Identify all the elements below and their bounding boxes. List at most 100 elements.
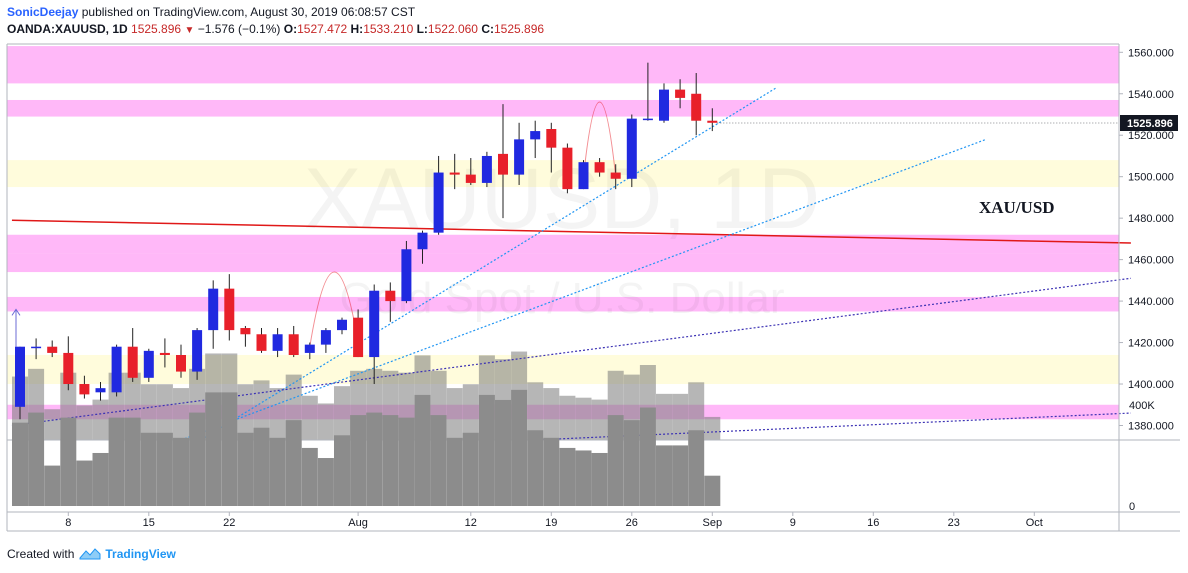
candles-layer [15,62,718,420]
candle-body [514,139,525,175]
price-axis[interactable]: 1380.000 1400.000 1420.000 1440.000 1460.000… [717,47,1178,432]
x-tick-label: 22 [223,517,235,529]
volume-tick-label: 400K [1129,400,1155,412]
volume-overlay-bar [173,388,189,440]
volume-bar [205,392,222,506]
open-value: 1527.472 [297,22,348,36]
footer: Created with TradingView [7,547,176,561]
candle-body [192,330,203,372]
y-tick-label: 1500.000 [1128,172,1174,184]
volume-bar [414,394,431,506]
volume-bar [350,415,367,506]
x-tick-label: Oct [1026,517,1043,529]
candle-body [63,352,74,385]
volume-bar [511,389,528,506]
y-tick-label: 1560.000 [1128,47,1174,59]
volume-tick-label: 0 [1129,501,1135,513]
y-tick-label: 1440.000 [1128,296,1174,308]
volume-overlay-bar [92,399,109,440]
candle-body [31,346,42,349]
volume-bar [478,394,495,506]
volume-bar [28,412,45,506]
volume-bar [253,427,270,506]
volume-overlay-bar [44,409,61,440]
author-link[interactable]: SonicDeejay [7,5,79,19]
x-tick-label: 16 [867,517,879,529]
volume-bar [301,447,318,506]
trendline-resistance [11,219,1131,244]
candle-body [417,232,428,250]
volume-bar [398,417,415,506]
candle-body [143,350,154,378]
volume-bar [704,475,721,506]
candle-body [127,346,138,378]
volume-bar [366,412,383,506]
arc-1 [583,101,617,177]
y-tick-label: 1540.000 [1128,89,1174,101]
candle-body [562,147,573,190]
volume-bar [44,465,61,506]
tradingview-brand-link[interactable]: TradingView [105,547,176,561]
volume-bar [76,460,93,506]
candle-body [304,344,315,353]
candle-body [530,131,541,140]
x-tick-label: 23 [948,517,960,529]
volume-bar [527,430,544,506]
tradingview-logo-icon [79,548,101,560]
volume-bar [591,452,608,506]
open-label: O: [283,22,298,36]
candle-body [610,172,621,179]
zone-pink-5 [7,296,1119,312]
candle-body [208,288,219,331]
volume-overlay-bar [317,403,334,440]
volume-bar [317,458,334,506]
candle-body [320,330,331,345]
candle-body [449,172,460,175]
high-label: H: [350,22,364,36]
volume-bar [156,432,173,506]
watermark: XAUUSD, 1D Gold Spot / U.S. Dollar [304,151,820,323]
x-tick-label: 9 [790,517,796,529]
candle-body [15,346,25,407]
low-label: L: [416,22,428,36]
created-with-text: Created with [7,547,75,561]
x-tick-label: 19 [545,517,557,529]
volume-bar [575,450,592,506]
trendline-mid-support [180,138,987,441]
volume-overlay-bar [688,382,705,440]
x-tick-label: 8 [65,517,71,529]
volume-bar [60,417,77,506]
candle-body [433,172,444,233]
candle-body [159,352,170,355]
candle-body [256,334,267,351]
x-tick-label: 26 [626,517,638,529]
low-value: 1522.060 [427,22,478,36]
candle-body [337,319,347,331]
candle-body [401,249,412,302]
candle-body [369,290,380,358]
volume-bar [237,432,254,506]
symbol-info: OANDA:XAUUSD, 1D 1525.896 ▼ −1.576 (−0.1… [7,22,544,36]
volume-overlay-bar [301,395,318,440]
volume-bar [12,422,28,506]
publish-info: SonicDeejay published on TradingView.com… [7,5,415,19]
symbol-label: OANDA:XAUUSD, 1D [7,22,128,36]
y-tick-label: 1480.000 [1128,213,1174,225]
time-axis[interactable]: 8 15 22 Aug 12 19 26 Sep 9 16 23 Oct [65,512,1043,529]
candle-body [546,129,557,148]
y-tick-label: 1400.000 [1128,379,1174,391]
volume-overlay-bar [559,395,576,440]
y-tick-label: 1520.000 [1128,130,1174,142]
candle-body [498,153,508,175]
candle-body [272,334,283,351]
x-tick-label: 12 [465,517,477,529]
trendline-wide-support [11,277,1131,427]
zones-layer [7,46,1119,420]
volume-bar [607,415,624,506]
trendline-base-support [535,412,1131,441]
volume-overlay-bar [462,384,479,440]
watermark-symbol: XAUUSD, 1D [304,151,820,247]
arc-0 [309,271,359,347]
volume-bar [382,415,399,506]
